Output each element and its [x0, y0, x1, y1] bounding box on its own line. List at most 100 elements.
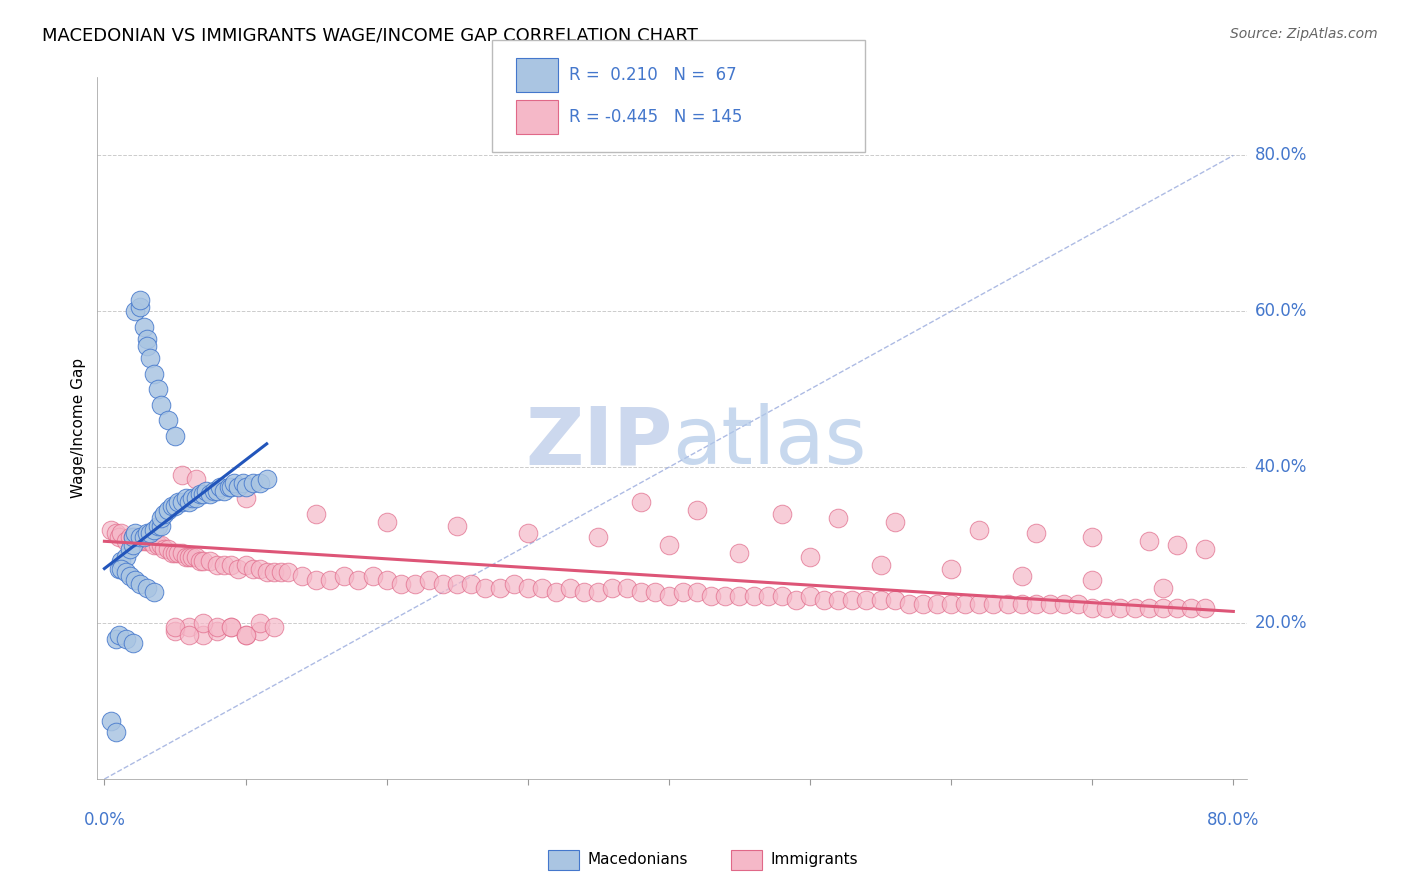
Point — [1081, 600, 1104, 615]
Point — [249, 616, 271, 631]
Point — [177, 628, 200, 642]
Point — [224, 475, 246, 490]
Point — [135, 339, 157, 353]
Point — [235, 480, 257, 494]
Point — [128, 530, 150, 544]
Point — [190, 487, 212, 501]
Point — [228, 480, 250, 494]
Point — [184, 549, 207, 564]
Point — [291, 569, 314, 583]
Point — [235, 628, 257, 642]
Point — [193, 487, 215, 501]
Point — [911, 597, 934, 611]
Point — [195, 483, 218, 498]
Point — [1194, 542, 1216, 557]
Point — [1011, 597, 1033, 611]
Point — [180, 491, 202, 506]
Point — [166, 546, 188, 560]
Point — [939, 597, 962, 611]
Point — [121, 635, 143, 649]
Text: atlas: atlas — [672, 403, 866, 482]
Point — [163, 546, 186, 560]
Point — [121, 530, 143, 544]
Point — [124, 530, 146, 544]
Point — [128, 577, 150, 591]
Point — [124, 526, 146, 541]
Point — [132, 319, 155, 334]
Point — [177, 620, 200, 634]
Point — [969, 597, 991, 611]
Point — [214, 558, 236, 572]
Point — [184, 491, 207, 506]
Point — [218, 480, 240, 494]
Point — [256, 472, 278, 486]
Point — [170, 468, 193, 483]
Point — [135, 581, 157, 595]
Point — [156, 542, 179, 557]
Point — [827, 511, 849, 525]
Point — [630, 585, 652, 599]
Point — [114, 632, 136, 646]
Point — [728, 546, 751, 560]
Point — [104, 526, 127, 541]
Point — [242, 561, 264, 575]
Point — [204, 483, 226, 498]
Point — [156, 413, 179, 427]
Point — [118, 569, 141, 583]
Point — [389, 577, 412, 591]
Point — [1152, 581, 1174, 595]
Point — [939, 561, 962, 575]
Point — [686, 585, 709, 599]
Point — [156, 503, 179, 517]
Point — [107, 628, 129, 642]
Point — [446, 518, 468, 533]
Point — [170, 495, 193, 509]
Point — [249, 475, 271, 490]
Point — [193, 554, 215, 568]
Point — [686, 503, 709, 517]
Point — [142, 523, 165, 537]
Point — [1194, 600, 1216, 615]
Point — [574, 585, 596, 599]
Point — [1152, 600, 1174, 615]
Point — [132, 534, 155, 549]
Point — [214, 483, 236, 498]
Point — [118, 542, 141, 557]
Point — [1011, 569, 1033, 583]
Point — [138, 526, 160, 541]
Point — [277, 566, 299, 580]
Point — [114, 566, 136, 580]
Point — [166, 495, 188, 509]
Point — [841, 592, 863, 607]
Point — [107, 530, 129, 544]
Point — [184, 472, 207, 486]
Point — [502, 577, 524, 591]
Point — [1137, 534, 1160, 549]
Point — [756, 589, 779, 603]
Point — [100, 714, 122, 728]
Point — [1123, 600, 1146, 615]
Point — [221, 558, 243, 572]
Point — [138, 351, 160, 365]
Text: 20.0%: 20.0% — [1254, 614, 1308, 632]
Point — [107, 561, 129, 575]
Text: 60.0%: 60.0% — [1254, 302, 1308, 320]
Point — [869, 592, 891, 607]
Point — [1180, 600, 1202, 615]
Point — [630, 495, 652, 509]
Point — [124, 574, 146, 588]
Point — [146, 382, 169, 396]
Point — [361, 569, 384, 583]
Point — [207, 558, 229, 572]
Point — [160, 499, 183, 513]
Point — [925, 597, 948, 611]
Point — [658, 538, 681, 552]
Point — [235, 491, 257, 506]
Point — [193, 628, 215, 642]
Point — [235, 628, 257, 642]
Point — [474, 581, 496, 595]
Point — [163, 620, 186, 634]
Point — [516, 526, 538, 541]
Point — [404, 577, 426, 591]
Point — [813, 592, 835, 607]
